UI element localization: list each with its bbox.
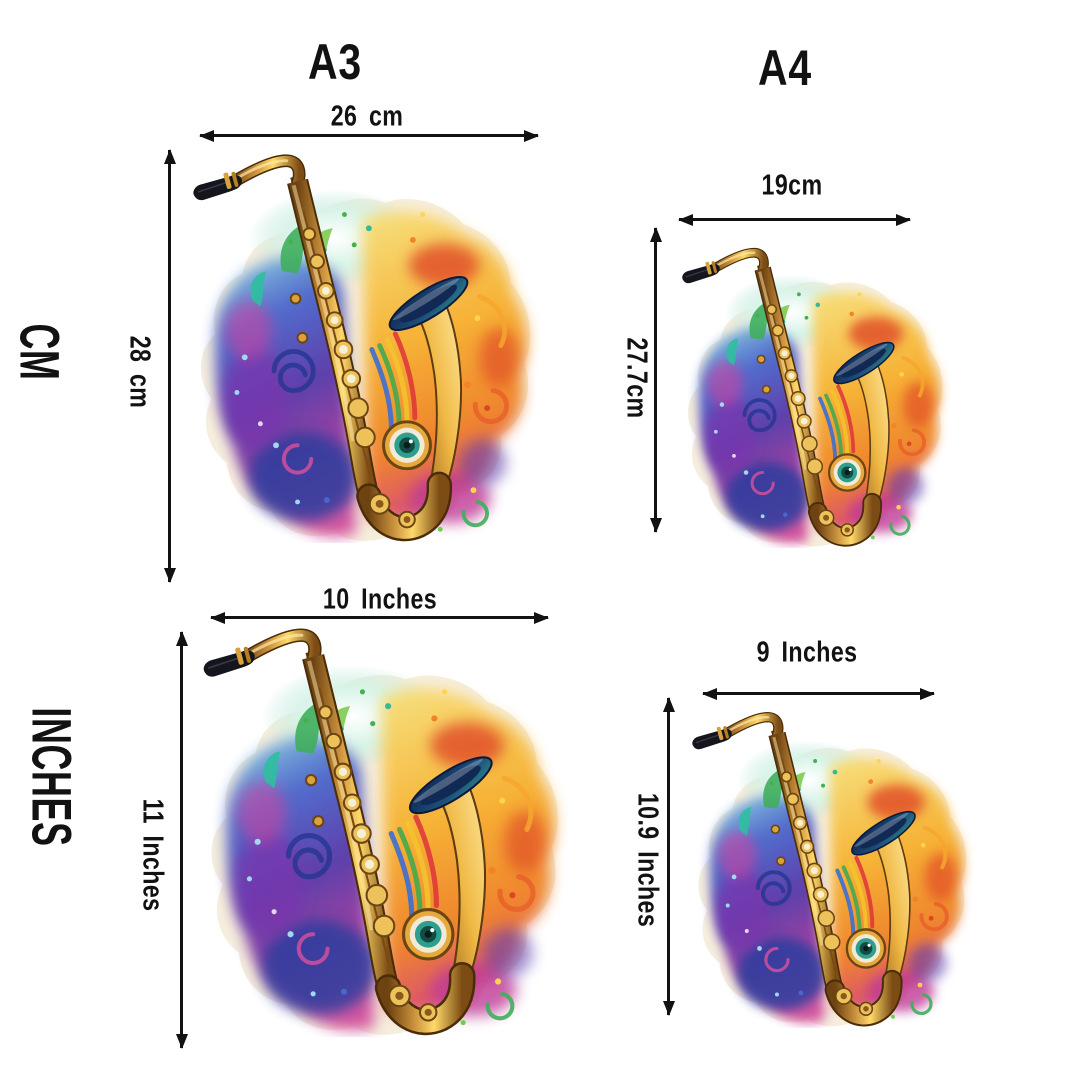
width-arrow [200,134,538,137]
width-arrow [703,692,934,695]
row-label-inches: INCHES [20,707,84,847]
sax-artwork-a4-cm [678,246,950,548]
height-arrow [654,228,657,532]
row-label-cm: CM [8,323,72,381]
height-arrow [168,150,171,582]
height-dimension-label: 28 cm [123,335,156,409]
height-dimension-label: 10.9 Inches [631,792,664,928]
height-arrow [667,698,670,1015]
sax-artwork-a4-inches [688,710,974,1028]
column-header-a4: A4 [757,40,813,96]
column-header-a3: A3 [307,34,363,90]
height-arrow [180,632,183,1048]
height-dimension-label: 11 Inches [136,798,169,912]
width-dimension-label: 10 Inches [322,583,438,616]
width-dimension-label: 19cm [761,169,823,202]
height-dimension-label: 27.7cm [620,337,653,419]
sax-artwork-a3-cm [188,152,540,543]
width-arrow [679,218,910,221]
width-arrow [211,616,548,619]
sax-artwork-a3-inches [198,626,568,1037]
width-dimension-label: 9 Inches [756,636,858,669]
width-dimension-label: 26 cm [330,100,404,133]
